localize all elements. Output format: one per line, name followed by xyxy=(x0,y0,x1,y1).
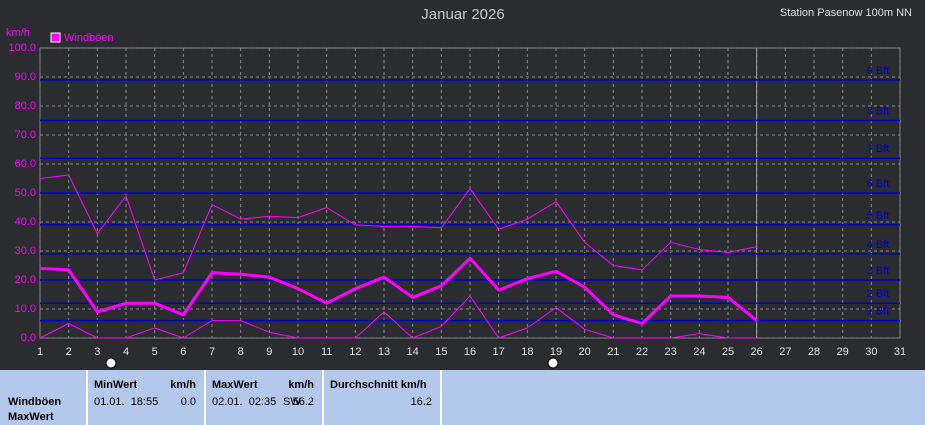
x-tick-label: 29 xyxy=(837,346,849,358)
y-tick-label: 90.0 xyxy=(15,71,36,83)
x-tick-label: 28 xyxy=(808,346,820,358)
x-tick-label: 23 xyxy=(665,346,677,358)
x-tick-label: 6 xyxy=(180,346,186,358)
y-tick-label: 30.0 xyxy=(15,245,36,257)
x-tick-label: 21 xyxy=(607,346,619,358)
cell: SW xyxy=(283,396,301,408)
x-tick-label: 8 xyxy=(238,346,244,358)
cell: 02.01. 02:35 xyxy=(212,396,277,408)
summary-panel: Windböen MaxWert MinWert km/h 01.01. 18:… xyxy=(0,370,925,425)
y-tick-label: 50.0 xyxy=(15,187,36,199)
y-tick-label: 60.0 xyxy=(15,158,36,170)
cell: 0.0 xyxy=(180,396,196,408)
y-tick-label: 20.0 xyxy=(15,274,36,286)
y-tick-label: 40.0 xyxy=(15,216,36,228)
legend-label: Windböen xyxy=(64,32,114,44)
chart-subtitle: Station Pasenow 100m NN xyxy=(780,7,912,19)
x-tick-label: 13 xyxy=(378,346,390,358)
x-tick-label: 2 xyxy=(66,346,72,358)
beaufort-label: 4 Bft xyxy=(867,239,890,251)
x-tick-label: 10 xyxy=(292,346,304,358)
cell: 56.2 xyxy=(292,396,314,408)
x-tick-label: 4 xyxy=(123,346,129,358)
y-tick-label: 0.0 xyxy=(21,332,36,344)
x-tick-label: 11 xyxy=(321,346,332,358)
x-tick-label: 24 xyxy=(693,346,705,358)
beaufort-label: 9 Bft xyxy=(867,65,890,77)
x-tick-label: 27 xyxy=(779,346,791,358)
background xyxy=(0,0,925,370)
beaufort-label: 8 Bft xyxy=(867,105,890,117)
beaufort-label: 1 Bft xyxy=(867,306,890,318)
beaufort-label: 7 Bft xyxy=(867,143,890,155)
max-cell: MaxWert km/h 02.01. 02:35 SW 56.2 xyxy=(206,370,324,425)
row-label: MaxWert xyxy=(8,411,54,423)
y-tick-label: 10.0 xyxy=(15,303,36,315)
header: Durchschnitt km/h xyxy=(330,379,427,391)
x-tick-label: 31 xyxy=(894,346,906,358)
header: MinWert xyxy=(94,379,138,391)
x-tick-label: 22 xyxy=(636,346,648,358)
x-tick-label: 26 xyxy=(751,346,763,358)
x-tick-label: 16 xyxy=(464,346,476,358)
header: MaxWert xyxy=(212,379,258,391)
x-tick-label: 3 xyxy=(94,346,100,358)
series-line xyxy=(39,295,757,339)
nav-icon[interactable] xyxy=(547,357,559,369)
min-cell: MinWert km/h 01.01. 18:55 0.0 xyxy=(88,370,206,425)
x-tick-label: 7 xyxy=(209,346,215,358)
cell: 01.01. 18:55 xyxy=(94,396,159,408)
x-tick-label: 15 xyxy=(435,346,447,358)
y-tick-label: 70.0 xyxy=(15,129,36,141)
avg-cell: Durchschnitt km/h 16.2 xyxy=(324,370,442,425)
chart: Januar 2026 Station Pasenow 100m NN km/h… xyxy=(0,0,925,370)
x-tick-label: 25 xyxy=(722,346,734,358)
nav-icon[interactable] xyxy=(105,357,117,369)
header: km/h xyxy=(288,379,314,391)
beaufort-label: 3 Bft xyxy=(867,265,890,277)
legend-swatch xyxy=(50,32,61,43)
series-line xyxy=(39,174,757,281)
x-tick-label: 12 xyxy=(349,346,361,358)
row-label-cell: Windböen MaxWert xyxy=(0,370,88,425)
x-tick-label: 19 xyxy=(550,346,562,358)
x-tick-label: 18 xyxy=(521,346,533,358)
beaufort-label: 2 Bft xyxy=(867,288,890,300)
beaufort-label: 6 Bft xyxy=(867,178,890,190)
x-tick-label: 17 xyxy=(493,346,505,358)
y-axis-label: km/h xyxy=(6,27,30,39)
chart-title: Januar 2026 xyxy=(421,6,504,23)
x-tick-label: 1 xyxy=(37,346,43,358)
x-tick-label: 20 xyxy=(579,346,591,358)
header: km/h xyxy=(170,379,196,391)
cell: 16.2 xyxy=(410,396,432,408)
y-tick-label: 80.0 xyxy=(15,100,36,112)
x-tick-label: 5 xyxy=(152,346,158,358)
x-tick-label: 9 xyxy=(266,346,272,358)
x-tick-label: 14 xyxy=(407,346,419,358)
beaufort-label: 5 Bft xyxy=(867,210,890,222)
series-line xyxy=(39,256,758,325)
y-tick-label: 100.0 xyxy=(8,42,36,54)
row-label: Windböen xyxy=(8,396,62,408)
x-tick-label: 30 xyxy=(865,346,877,358)
